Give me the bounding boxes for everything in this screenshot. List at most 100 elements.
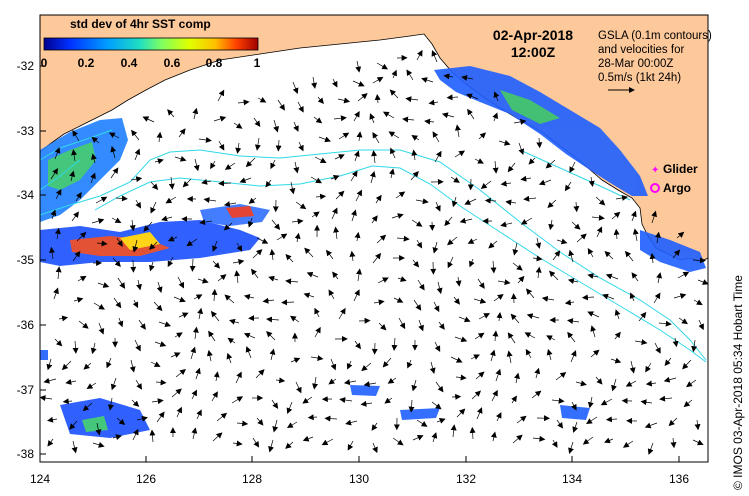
velocity-arrow <box>268 439 274 453</box>
velocity-arrow <box>450 424 457 438</box>
sst-patches <box>40 66 706 438</box>
velocity-arrow <box>148 241 158 250</box>
velocity-arrow <box>670 437 677 449</box>
velocity-arrow <box>480 180 492 190</box>
velocity-arrow <box>236 420 249 427</box>
velocity-arrow <box>396 235 410 242</box>
velocity-arrow <box>186 238 198 247</box>
velocity-arrow <box>369 170 376 184</box>
velocity-arrow <box>61 360 72 371</box>
velocity-arrow <box>591 214 605 221</box>
velocity-arrow <box>96 240 108 247</box>
velocity-arrow <box>429 361 436 374</box>
velocity-arrow <box>375 194 382 204</box>
velocity-arrow <box>174 332 183 339</box>
velocity-arrow <box>91 218 105 224</box>
velocity-arrow <box>92 441 105 448</box>
velocity-arrow <box>622 440 634 448</box>
velocity-arrow <box>376 62 389 70</box>
velocity-arrow <box>317 96 324 104</box>
velocity-arrow <box>390 147 396 159</box>
velocity-arrow <box>306 271 319 278</box>
velocity-arrow <box>134 148 141 161</box>
velocity-arrow <box>492 112 498 122</box>
velocity-arrow <box>223 201 237 208</box>
velocity-arrow <box>245 157 256 168</box>
velocity-arrow <box>112 434 122 441</box>
velocity-arrow <box>587 311 600 318</box>
lat-label: -38 <box>16 447 34 461</box>
velocity-arrow <box>170 352 181 358</box>
velocity-arrow <box>547 199 557 208</box>
velocity-arrow <box>571 401 577 411</box>
velocity-arrow <box>451 196 458 208</box>
velocity-arrow <box>443 73 454 80</box>
velocity-arrow <box>586 416 598 425</box>
argo-label: Argo <box>663 181 691 195</box>
gsla-line: 0.5m/s (1kt 24h) <box>598 72 682 84</box>
colorbar-tick: 0.2 <box>77 56 95 70</box>
velocity-arrow <box>552 250 561 261</box>
velocity-arrow <box>360 400 373 407</box>
velocity-arrow <box>110 377 117 391</box>
velocity-arrow <box>656 272 663 284</box>
velocity-arrow <box>253 117 261 128</box>
velocity-arrow <box>369 113 376 124</box>
velocity-arrow <box>438 321 445 330</box>
velocity-arrow <box>116 417 126 426</box>
velocity-arrow <box>132 428 139 441</box>
velocity-arrow <box>86 382 97 390</box>
velocity-arrow <box>447 256 454 269</box>
velocity-arrow <box>69 420 78 430</box>
velocity-arrow <box>507 332 516 344</box>
velocity-arrow <box>512 434 523 444</box>
velocity-arrow <box>473 298 487 304</box>
velocity-arrow <box>604 437 614 444</box>
velocity-arrow <box>217 89 225 102</box>
velocity-arrow <box>266 330 276 341</box>
velocity-arrow <box>324 415 338 422</box>
velocity-arrow <box>595 376 603 385</box>
velocity-arrow <box>497 279 511 286</box>
velocity-arrow <box>111 217 122 223</box>
velocity-arrow <box>513 118 527 125</box>
lon-label: 124 <box>29 472 51 486</box>
velocity-arrow <box>454 336 468 343</box>
velocity-arrow <box>248 197 257 204</box>
velocity-arrow <box>150 201 157 214</box>
velocity-arrow <box>567 318 580 325</box>
velocity-arrow <box>624 250 634 262</box>
velocity-arrow <box>663 376 677 383</box>
velocity-arrow <box>551 397 565 404</box>
velocity-arrow <box>372 252 382 264</box>
velocity-arrow <box>467 108 475 120</box>
velocity-arrow <box>333 226 340 240</box>
lon-label: 126 <box>135 472 157 486</box>
velocity-arrow <box>523 195 537 202</box>
velocity-arrow <box>98 322 105 335</box>
velocity-arrow <box>456 408 466 418</box>
velocity-arrow <box>243 294 255 300</box>
velocity-arrow <box>129 359 136 373</box>
axis-ticks <box>39 65 680 462</box>
velocity-arrow <box>197 277 209 284</box>
velocity-arrow <box>318 136 331 143</box>
velocity-arrow <box>193 158 200 172</box>
velocity-arrow <box>531 390 542 399</box>
velocity-arrow <box>210 310 220 322</box>
velocity-arrow <box>334 154 345 160</box>
velocity-arrow <box>131 129 140 141</box>
velocity-arrow <box>488 240 498 249</box>
velocity-arrow <box>289 181 296 195</box>
velocity-arrow <box>352 80 365 87</box>
velocity-arrow <box>256 237 269 244</box>
velocity-arrow <box>564 181 572 192</box>
velocity-arrow <box>489 349 496 362</box>
velocity-arrow <box>388 168 395 179</box>
velocity-arrow <box>372 76 384 84</box>
velocity-arrow <box>500 180 512 187</box>
velocity-arrow <box>165 196 177 204</box>
velocity-arrow <box>168 176 175 190</box>
velocity-arrow <box>91 136 100 144</box>
velocity-arrow <box>69 170 76 182</box>
